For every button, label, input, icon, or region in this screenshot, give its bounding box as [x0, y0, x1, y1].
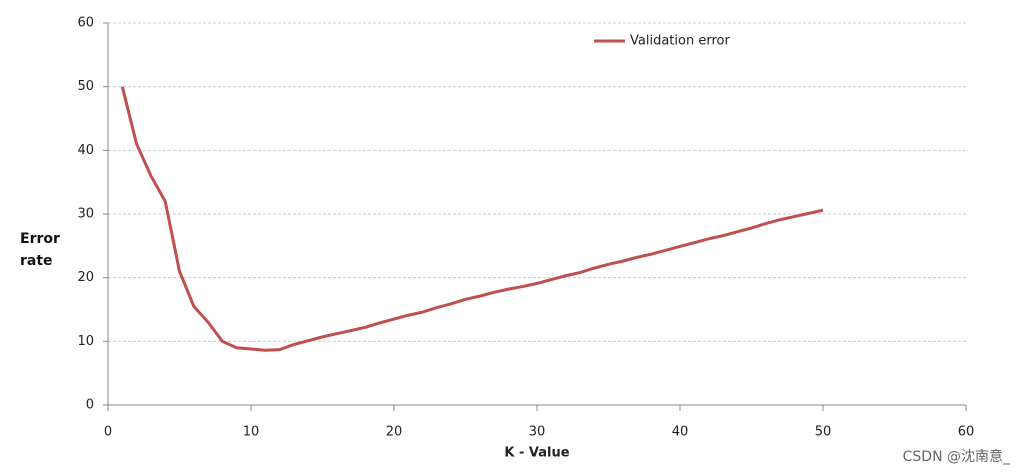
y-tick-label: 40 — [77, 143, 94, 158]
data-line — [120, 86, 824, 352]
y-tick-label: 0 — [86, 398, 94, 413]
y-tick-label: 60 — [77, 16, 94, 31]
y-tick-label: 30 — [77, 207, 94, 222]
watermark: CSDN @沈南意_ — [903, 448, 1011, 465]
y-tick-label: 50 — [77, 79, 94, 94]
x-tick-label: 50 — [815, 425, 832, 440]
x-tick-label: 40 — [672, 425, 689, 440]
y-tick-label: 20 — [77, 270, 94, 285]
x-tick-label: 60 — [958, 425, 975, 440]
legend-label: Validation error — [630, 34, 730, 49]
y-tick-label: 10 — [77, 334, 94, 349]
y-axis-label: Error rate — [20, 231, 60, 269]
x-tick-label: 0 — [104, 425, 112, 440]
x-tick-label: 10 — [243, 425, 260, 440]
x-tick-label: 30 — [529, 425, 546, 440]
x-tick-label: 20 — [386, 425, 403, 440]
x-axis-label: K - Value — [504, 446, 569, 461]
